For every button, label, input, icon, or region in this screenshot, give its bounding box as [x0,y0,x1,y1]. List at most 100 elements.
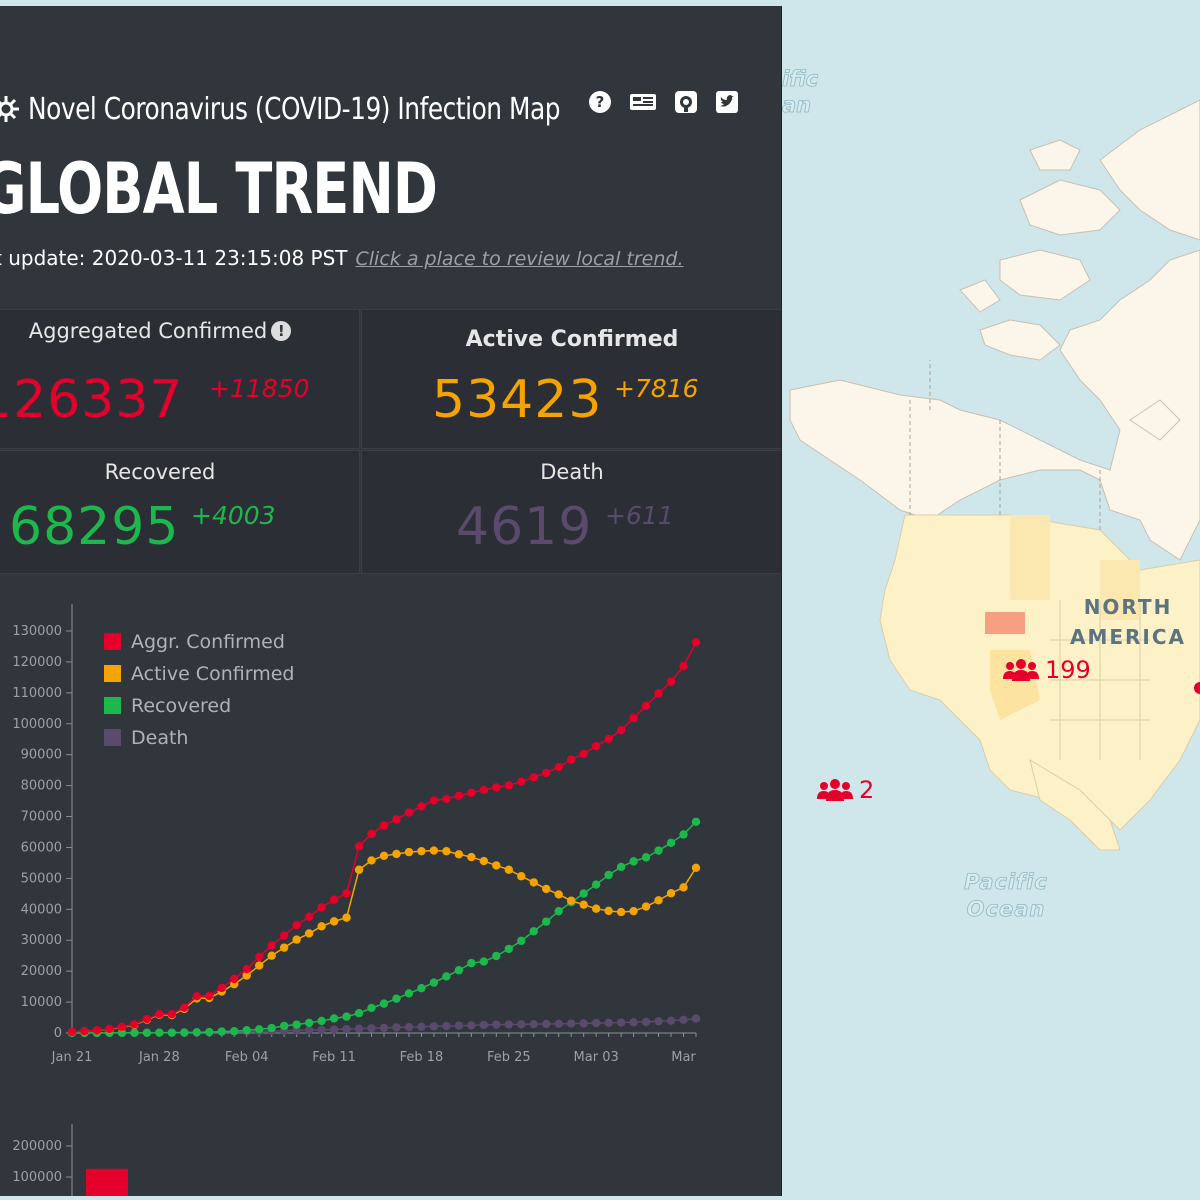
data-point [641,853,651,862]
stat-value-death: 4619 [456,497,593,557]
marker-east-partial[interactable] [1194,682,1200,694]
data-point [554,762,563,772]
twitter-icon[interactable] [715,90,739,114]
data-point [217,983,226,993]
data-point [417,1022,426,1031]
data-point [567,1019,576,1028]
data-point [317,903,326,912]
data-point [567,896,576,905]
data-point [354,842,364,851]
last-update: t update: 2020-03-11 23:15:08 PST Click a… [0,246,683,270]
data-point [492,861,501,870]
legend-label: Active Confirmed [131,663,294,685]
stat-value-aggregated: 126337 [0,370,184,430]
legend-swatch [104,633,121,650]
data-point [242,1026,251,1035]
data-point [504,865,513,874]
data-point [417,802,426,811]
map-label-pacific-top-2: an [782,93,811,117]
map-label-pacific-top-1: ific [782,67,819,91]
y-tick-label: 50000 [21,871,62,886]
data-point [616,726,626,735]
x-tick-label: Mar 03 [574,1050,619,1065]
data-point [654,896,663,905]
y-tick-label: 120000 [12,655,62,670]
data-point [292,1026,301,1035]
data-point [429,796,439,805]
data-point [242,964,251,974]
y-tick-label: 10000 [21,995,62,1010]
data-point [267,951,276,960]
review-local-trend-link[interactable]: Click a place to review local trend. [355,248,684,270]
data-point [92,1026,102,1035]
people-icon [1003,659,1039,681]
data-point [255,952,264,962]
data-point [454,1021,464,1030]
data-point [579,900,588,909]
data-point [255,1025,264,1034]
stat-value-active: 53423 [432,370,603,430]
data-point [517,872,526,881]
data-point [666,1016,676,1025]
data-point [217,1027,226,1036]
data-point [442,1021,451,1031]
help-icon[interactable]: ? [588,90,612,114]
data-point [654,1017,663,1026]
data-point [404,989,414,998]
data-point [230,1027,239,1036]
marker-count: 199 [1045,656,1091,684]
data-point [367,829,376,839]
data-point [679,830,688,839]
data-point [142,1028,152,1038]
y-tick-label: 20000 [21,964,62,979]
data-point [666,889,676,898]
marker-west-coast[interactable]: 199 [1003,656,1091,684]
data-point [392,994,401,1003]
stat-card-death: Death 4619 +611 [361,450,781,574]
data-point [367,1024,376,1033]
legend-label: Recovered [131,695,231,717]
data-point [367,1003,376,1013]
global-trend-chart[interactable]: 0 10000 20000 30000 40000 50000 60000 70000 8000… [0,586,781,1086]
data-point [691,817,701,827]
info-icon[interactable]: ! [271,321,292,341]
data-point [479,957,489,966]
data-point [392,815,401,824]
stat-delta-aggregated: +11850 [209,374,310,403]
data-point [579,1019,588,1028]
data-point [292,1020,301,1029]
data-point [429,978,439,987]
data-point [517,777,526,786]
data-point [666,838,676,848]
data-point [367,856,376,865]
data-point [641,1017,651,1027]
data-point [517,1020,526,1029]
y-tick-label: 60000 [21,840,62,855]
data-point [192,1028,201,1037]
map-label-pacific: Pacific [964,870,1048,894]
data-point [629,857,638,866]
usa-region[interactable] [879,514,1200,851]
legend-swatch [104,697,121,714]
data-point [292,920,301,930]
data-point [542,768,551,778]
data-point [130,1028,139,1038]
data-point [492,783,501,792]
y-tick-label: 70000 [21,810,62,825]
data-point [180,1003,189,1012]
data-point [629,714,638,723]
data-point [554,890,563,899]
bar-chart[interactable]: 100000 200000 [0,1124,781,1196]
people-icon [817,779,853,801]
data-point [467,1021,476,1030]
data-point [329,917,339,926]
y-tick-label: 0 [54,1026,62,1041]
data-point [329,1014,339,1023]
marker-hawaii[interactable]: 2 [817,776,874,804]
side-panel: Novel Coronavirus (COVID-19) Infection M… [0,6,782,1196]
github-icon[interactable] [674,90,698,114]
news-icon[interactable] [629,90,657,114]
provincial-borders [909,360,1101,530]
data-point [529,927,538,936]
north-america-landmass[interactable] [789,99,1200,561]
